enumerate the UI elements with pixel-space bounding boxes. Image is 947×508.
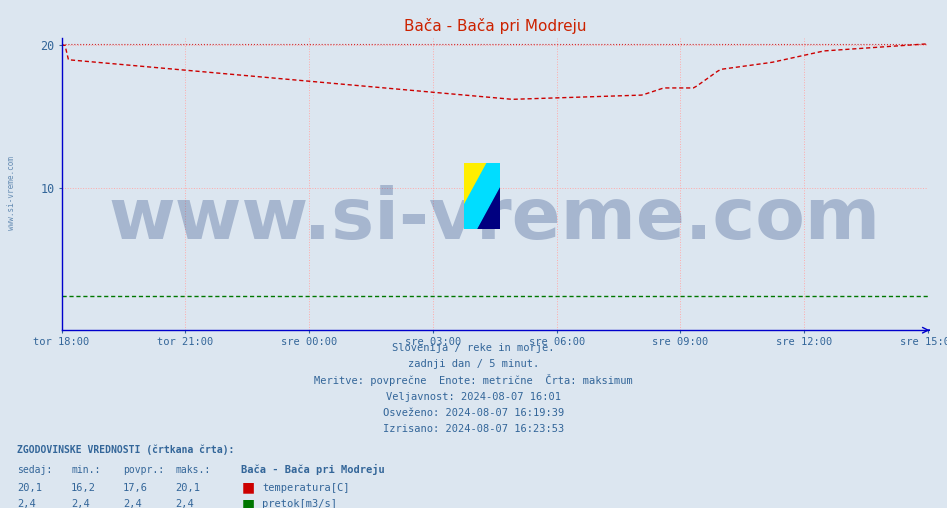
Text: Slovenija / reke in morje.: Slovenija / reke in morje. xyxy=(392,343,555,353)
Text: Osveženo: 2024-08-07 16:19:39: Osveženo: 2024-08-07 16:19:39 xyxy=(383,408,564,418)
Text: Bača - Bača pri Modreju: Bača - Bača pri Modreju xyxy=(241,464,385,475)
Text: 2,4: 2,4 xyxy=(123,499,142,508)
Text: 2,4: 2,4 xyxy=(175,499,194,508)
Text: zadnji dan / 5 minut.: zadnji dan / 5 minut. xyxy=(408,359,539,369)
Text: pretok[m3/s]: pretok[m3/s] xyxy=(262,499,337,508)
Text: 20,1: 20,1 xyxy=(17,483,42,493)
Text: 16,2: 16,2 xyxy=(71,483,96,493)
Text: Veljavnost: 2024-08-07 16:01: Veljavnost: 2024-08-07 16:01 xyxy=(386,392,561,402)
Text: maks.:: maks.: xyxy=(175,465,210,475)
Text: ■: ■ xyxy=(241,481,255,495)
Text: ZGODOVINSKE VREDNOSTI (črtkana črta):: ZGODOVINSKE VREDNOSTI (črtkana črta): xyxy=(17,444,235,455)
Text: Izrisano: 2024-08-07 16:23:53: Izrisano: 2024-08-07 16:23:53 xyxy=(383,424,564,434)
Text: www.si-vreme.com: www.si-vreme.com xyxy=(7,156,16,230)
Text: ■: ■ xyxy=(241,497,255,508)
Text: www.si-vreme.com: www.si-vreme.com xyxy=(109,185,881,253)
Text: povpr.:: povpr.: xyxy=(123,465,164,475)
Polygon shape xyxy=(464,163,500,229)
Text: sedaj:: sedaj: xyxy=(17,465,52,475)
Text: 17,6: 17,6 xyxy=(123,483,148,493)
Text: 2,4: 2,4 xyxy=(71,499,90,508)
Text: temperatura[C]: temperatura[C] xyxy=(262,483,349,493)
Text: 20,1: 20,1 xyxy=(175,483,200,493)
Text: min.:: min.: xyxy=(71,465,100,475)
Title: Bača - Bača pri Modreju: Bača - Bača pri Modreju xyxy=(403,18,586,34)
Text: 2,4: 2,4 xyxy=(17,499,36,508)
Text: Meritve: povprečne  Enote: metrične  Črta: maksimum: Meritve: povprečne Enote: metrične Črta:… xyxy=(314,374,633,387)
Polygon shape xyxy=(464,163,500,229)
Polygon shape xyxy=(464,163,500,229)
